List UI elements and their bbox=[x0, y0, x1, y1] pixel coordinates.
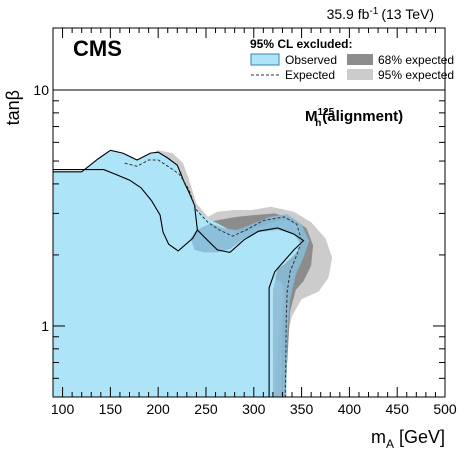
legend-label-exp68: 68% expected bbox=[378, 53, 454, 67]
legend-title: 95% CL excluded: bbox=[250, 37, 352, 51]
x-tick-label-250: 250 bbox=[194, 401, 218, 417]
legend-entry-exp95: 95% expected bbox=[347, 68, 454, 82]
x-tick-label-200: 200 bbox=[146, 401, 170, 417]
x-axis-title: mA [GeV] bbox=[371, 427, 445, 451]
lumi-label: 35.9 fb-1 (13 TeV) bbox=[327, 6, 434, 22]
y-tick-label-10: 10 bbox=[33, 82, 49, 98]
observed-region bbox=[53, 150, 304, 397]
experiment-label: CMS bbox=[73, 36, 122, 61]
y-tick-label-1: 1 bbox=[41, 318, 49, 334]
x-tick-label-350: 350 bbox=[290, 401, 314, 417]
scenario-label: M125 h(alignment) bbox=[305, 107, 403, 129]
x-tick-label-100: 100 bbox=[51, 401, 75, 417]
x-tick-label-400: 400 bbox=[338, 401, 362, 417]
x-tick-label-150: 150 bbox=[99, 401, 123, 417]
y-axis-title: tanβ bbox=[3, 90, 23, 125]
legend-band bbox=[53, 28, 445, 90]
legend-swatch-exp68 bbox=[347, 54, 373, 65]
legend-label-expected: Expected bbox=[285, 68, 335, 82]
legend-entry-exp68: 68% expected bbox=[347, 53, 454, 67]
plot-area bbox=[53, 149, 333, 397]
legend-label-observed: Observed bbox=[285, 53, 337, 67]
band-68-expected bbox=[112, 155, 314, 397]
band-95-expected bbox=[100, 150, 333, 397]
legend-entry-expected: Expected bbox=[251, 68, 335, 82]
x-tick-label-450: 450 bbox=[386, 401, 410, 417]
legend: 95% CL excluded: Observed 68% expected E… bbox=[250, 37, 454, 82]
x-tick-label-300: 300 bbox=[242, 401, 266, 417]
x-tick-label-500: 500 bbox=[433, 401, 457, 417]
legend-swatch-observed bbox=[250, 53, 280, 66]
axes: 100 150 200 250 300 350 400 450 500 1 10 bbox=[33, 28, 457, 417]
legend-label-exp95: 95% expected bbox=[378, 68, 454, 82]
legend-entry-observed: Observed bbox=[250, 53, 337, 67]
observed-overlap-region bbox=[190, 214, 310, 397]
legend-swatch-exp95 bbox=[347, 69, 373, 80]
expected-contour bbox=[124, 159, 303, 397]
observed-contour-right bbox=[197, 227, 305, 397]
plot-frame bbox=[52, 27, 446, 398]
